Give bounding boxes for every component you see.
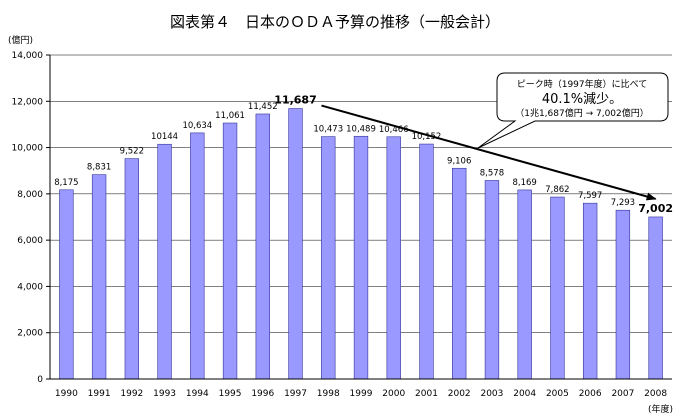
data-label-2001: 10,152 — [412, 132, 442, 142]
bar-2007 — [615, 209, 631, 380]
bar-1996 — [255, 113, 270, 380]
x-tick-label: 2003 — [480, 389, 503, 399]
x-tick-label: 2001 — [415, 389, 438, 399]
y-tick-label: 4,000 — [17, 282, 43, 292]
callout-line-3: （1兆1,687億円 → 7,002億円） — [515, 107, 649, 119]
y-tick-label: 14,000 — [12, 51, 44, 61]
data-label-1991: 8,831 — [87, 163, 111, 173]
bar-series — [59, 108, 663, 380]
data-label-1992: 9,522 — [120, 147, 144, 157]
chart-title: 図表第４ 日本のＯＤＡ予算の推移（一般会計） — [170, 13, 500, 31]
bar-2004 — [517, 189, 532, 380]
y-tick-label: 6,000 — [17, 236, 43, 246]
x-tick-label: 2006 — [579, 389, 602, 399]
data-label-1999: 10,489 — [346, 124, 376, 134]
bar-1991 — [91, 174, 107, 380]
x-tick-label: 1995 — [219, 389, 242, 399]
x-tick-label: 1998 — [317, 389, 340, 399]
bar-1997 — [288, 108, 303, 380]
x-tick-label: 1990 — [55, 389, 78, 399]
x-tick-label: 1996 — [251, 389, 274, 399]
data-label-2000: 10,466 — [379, 125, 409, 135]
bar-2008 — [648, 216, 663, 380]
data-label-1994: 10,634 — [182, 121, 212, 131]
bar-1993 — [157, 143, 172, 380]
bar-1999 — [353, 135, 369, 380]
data-label-1996: 11,452 — [248, 102, 278, 112]
y-tick-label: 10,000 — [12, 144, 44, 154]
x-tick-label: 1997 — [284, 389, 307, 399]
data-label-2002: 9,106 — [447, 156, 471, 166]
x-tick-label: 1994 — [186, 389, 209, 399]
bar-2002 — [452, 167, 467, 380]
x-tick-label: 1993 — [153, 389, 176, 399]
data-label-2008: 7,002 — [638, 202, 673, 215]
data-labels: 8,175 8,831 9,522 10144 10,63411,06111,45211… — [54, 94, 673, 215]
y-tick-label: 0 — [37, 375, 43, 385]
data-label-1993: 10144 — [151, 132, 178, 142]
x-tick-label: 2002 — [448, 389, 471, 399]
bar-2001 — [419, 143, 434, 380]
bar-1992 — [124, 158, 140, 380]
data-label-1997: 11,687 — [274, 94, 316, 107]
bar-2006 — [582, 202, 598, 380]
data-label-2007: 7,293 — [611, 198, 635, 208]
y-tick-label: 8,000 — [17, 190, 43, 200]
y-axis-unit-label: (億円) — [8, 34, 33, 46]
bar-1998 — [321, 136, 336, 380]
data-label-1990: 8,175 — [54, 178, 78, 188]
data-label-1998: 10,473 — [313, 125, 343, 135]
x-axis-ticks: 1990 1991 1992 1993 1994 1995 1996 1997 1998 1999… — [55, 389, 667, 399]
callout-bubble — [477, 72, 669, 149]
bar-2005 — [550, 196, 565, 380]
bar-2000 — [386, 136, 401, 380]
data-label-2005: 7,862 — [545, 185, 569, 195]
x-tick-label: 2007 — [611, 389, 634, 399]
y-axis-ticks: 0 2,000 4,000 6,000 8,000 10,000 12,000 14,000 — [12, 51, 50, 385]
x-tick-label: 1992 — [120, 389, 143, 399]
data-label-2003: 8,578 — [480, 168, 504, 178]
data-label-2004: 8,169 — [513, 178, 537, 188]
annotation-callout: ピーク時（1997年度）に比べて 40.1%減少。 （1兆1,687億円 → 7… — [477, 72, 669, 149]
callout-line-1: ピーク時（1997年度）に比べて — [517, 78, 648, 90]
y-tick-label: 12,000 — [12, 97, 44, 107]
decline-arrow — [321, 104, 657, 201]
x-axis-unit-label: (年度) — [648, 403, 673, 415]
bar-1990 — [59, 189, 74, 380]
y-tick-label: 2,000 — [17, 329, 43, 339]
x-tick-label: 2008 — [644, 389, 667, 399]
x-tick-label: 2004 — [513, 389, 536, 399]
data-label-1995: 11,061 — [215, 111, 245, 121]
bar-1994 — [190, 132, 205, 380]
x-tick-label: 2000 — [382, 389, 405, 399]
x-tick-label: 2005 — [546, 389, 569, 399]
bar-2003 — [484, 180, 500, 380]
bar-1995 — [222, 122, 238, 380]
x-tick-label: 1999 — [350, 389, 373, 399]
callout-line-2: 40.1%減少。 — [542, 91, 622, 107]
x-tick-label: 1991 — [88, 389, 111, 399]
data-label-2006: 7,597 — [578, 191, 602, 201]
